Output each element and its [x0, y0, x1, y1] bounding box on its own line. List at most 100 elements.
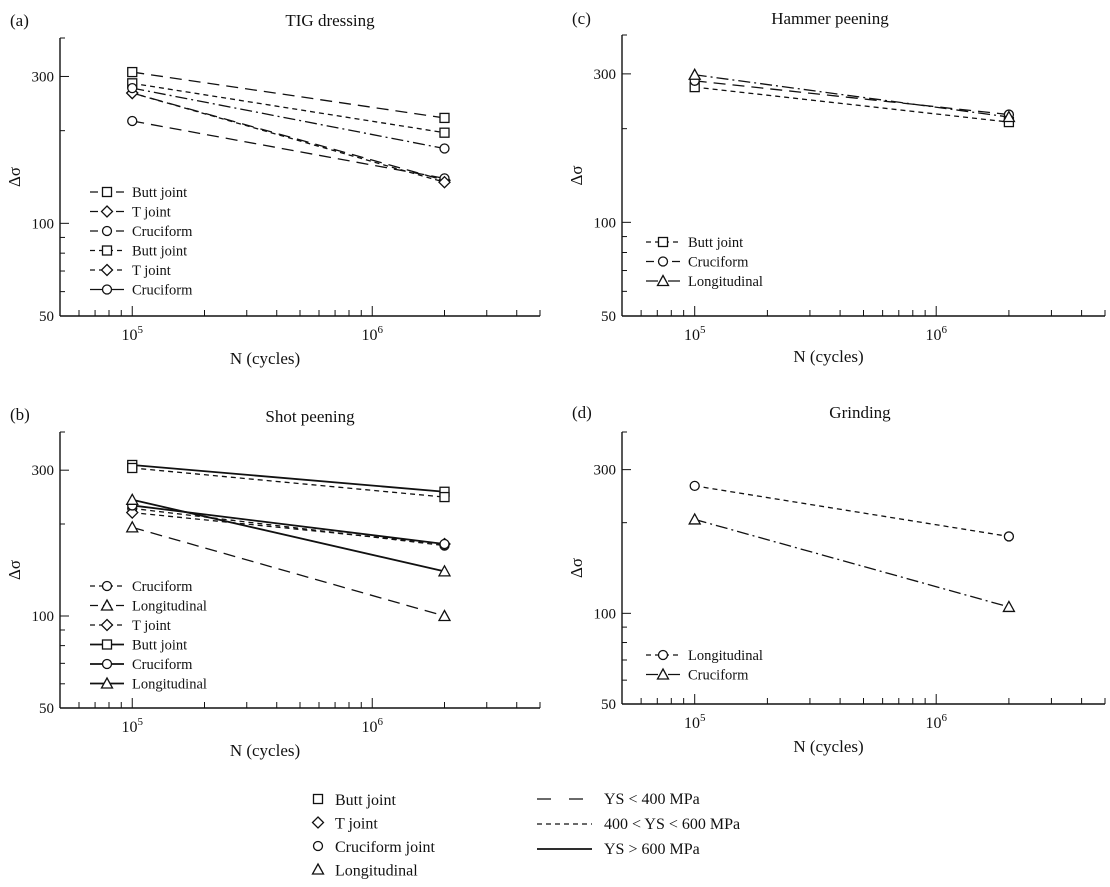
data-point: [439, 112, 450, 124]
legend-marker: [657, 649, 669, 661]
data-point: [127, 462, 138, 474]
shared-legend-line-label: YS < 400 MPa: [604, 791, 700, 808]
chart-title: TIG dressing: [285, 11, 375, 30]
legend-label: Longitudinal: [688, 274, 763, 290]
series-line: [132, 71, 445, 119]
series-t-joint: [125, 506, 451, 551]
y-tick-label: 100: [594, 215, 617, 231]
x-tick-label: 105: [684, 712, 706, 732]
legend-marker: [101, 658, 113, 670]
shared-legend-marker: [312, 840, 324, 852]
data-point: [439, 127, 450, 138]
data-point: [127, 82, 138, 94]
y-tick-label: 50: [39, 701, 54, 717]
series-butt-joint: [127, 66, 450, 124]
legend-marker: [101, 186, 113, 198]
y-tick-label: 50: [601, 309, 616, 325]
chart-title: Shot peening: [265, 407, 355, 426]
x-axis-label: N (cycles): [230, 741, 300, 760]
legend-marker: [100, 676, 114, 689]
chart-title: Hammer peening: [771, 9, 889, 28]
y-tick-label: 300: [32, 463, 55, 479]
shared-legend: Butt joint T joint Cruciform joint Longitud…: [311, 791, 740, 880]
series-line: [694, 74, 1009, 118]
y-tick-label: 300: [594, 463, 617, 479]
series-longitudinal: [125, 492, 452, 577]
series-line: [132, 467, 445, 498]
data-point: [437, 609, 452, 622]
legend-label: Cruciform: [132, 657, 193, 673]
series-longitudinal: [688, 67, 1016, 123]
x-tick-label: 106: [361, 324, 383, 344]
y-tick-label: 50: [39, 309, 54, 325]
chart-title: Grinding: [829, 403, 891, 422]
y-tick-label: 300: [32, 69, 55, 85]
series-line: [132, 82, 445, 134]
data-point: [437, 564, 452, 577]
series-longitudinal: [125, 520, 452, 622]
legend-label: Longitudinal: [132, 599, 207, 615]
shared-legend-marker-label: Longitudinal: [335, 863, 418, 880]
legend-label: Cruciform: [688, 668, 749, 684]
series-butt-joint: [127, 462, 450, 503]
series-line: [132, 511, 445, 545]
chart-panel-c: 50 100 300 105 106 Hammer peening (c) N (cycles…: [567, 9, 1106, 366]
x-tick-label: 105: [121, 716, 143, 736]
x-tick-label: 106: [925, 712, 947, 732]
panel-label: (c): [572, 9, 591, 28]
series-line: [132, 87, 445, 150]
x-axis-label: N (cycles): [230, 349, 300, 368]
series-butt-joint: [689, 81, 1015, 128]
legend-label: T joint: [132, 205, 171, 221]
data-point: [439, 538, 450, 550]
data-point: [1003, 531, 1015, 542]
series-line: [694, 80, 1009, 116]
y-tick-label: 300: [594, 67, 617, 83]
legend-label: Cruciform: [132, 224, 193, 240]
legend-label: Longitudinal: [688, 648, 763, 664]
legend-marker: [101, 639, 113, 650]
shared-legend-marker-label: Butt joint: [335, 792, 396, 809]
series-line: [694, 86, 1009, 123]
x-tick-label: 105: [684, 324, 706, 344]
legend-marker: [101, 580, 113, 592]
legend-label: Cruciform: [132, 283, 193, 299]
shared-legend-marker: [311, 862, 325, 875]
y-tick-label: 100: [32, 609, 55, 625]
y-axis-label: Δσ: [5, 167, 24, 187]
shared-legend-marker: [312, 793, 324, 805]
chart-panel-b: 50 100 300 105 106 Shot peening (b) N (cycles) Δ…: [5, 405, 541, 760]
x-axis-label: N (cycles): [793, 737, 863, 756]
chart-panel-a: 50 100 300 105 106 TIG dressing (a) N (cycles) Δ…: [5, 11, 541, 368]
data-point: [1002, 600, 1016, 613]
series-line: [132, 120, 445, 179]
data-point: [1002, 110, 1016, 123]
panel-label: (d): [572, 403, 592, 422]
shared-legend-marker-label: T joint: [335, 816, 378, 833]
shared-legend-line-label: YS > 600 MPa: [604, 841, 700, 858]
y-axis-label: Δσ: [567, 165, 586, 185]
data-point: [125, 520, 139, 533]
legend-label: T joint: [132, 618, 171, 634]
series-line: [132, 92, 445, 183]
x-tick-label: 106: [361, 716, 383, 736]
series-cruciform: [127, 500, 450, 550]
y-axis-label: Δσ: [567, 558, 586, 578]
legend-label: Butt joint: [688, 235, 743, 251]
series-line: [694, 518, 1010, 608]
chart-panel-d: 50 100 300 105 106 Grinding (d) N (cycles) Δσ Lon…: [567, 403, 1106, 756]
legend-label: Cruciform: [132, 579, 193, 595]
data-point: [127, 66, 138, 78]
series-t-joint: [125, 86, 451, 189]
series-line: [132, 92, 445, 181]
series-line: [694, 485, 1010, 538]
series-line: [132, 526, 445, 617]
shared-legend-marker-label: Cruciform joint: [335, 839, 436, 856]
legend-marker: [656, 274, 670, 287]
series-cruciform: [127, 82, 450, 154]
y-axis-label: Δσ: [5, 560, 24, 580]
panel-label: (a): [10, 11, 29, 30]
panel-legend: Butt joint Cruciform Longitudinal: [646, 235, 763, 290]
series-line: [132, 464, 445, 493]
